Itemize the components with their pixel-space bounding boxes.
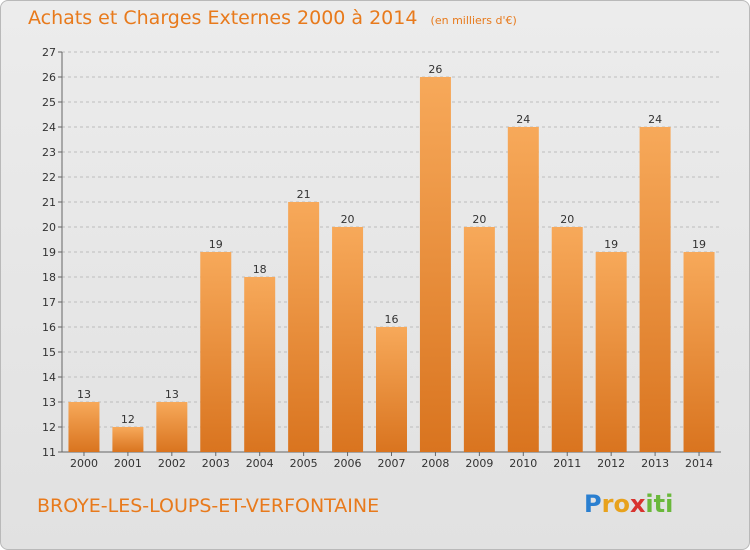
- x-tick-label: 2003: [202, 457, 230, 470]
- x-tick-label: 2001: [114, 457, 142, 470]
- x-tick-label: 2007: [378, 457, 406, 470]
- y-tick-label: 14: [42, 371, 56, 384]
- data-label: 21: [297, 188, 311, 201]
- x-tick-label: 2004: [246, 457, 274, 470]
- y-tick-label: 21: [42, 196, 56, 209]
- x-tick-label: 2000: [70, 457, 98, 470]
- bar-2009: [463, 227, 495, 452]
- bar-2006: [332, 227, 364, 452]
- commune-name: BROYE-LES-LOUPS-ET-VERFONTAINE: [37, 495, 380, 517]
- x-tick-label: 2014: [685, 457, 713, 470]
- x-tick-label: 2013: [641, 457, 669, 470]
- data-label: 24: [648, 113, 662, 126]
- data-label: 26: [428, 63, 442, 76]
- x-tick-label: 2009: [465, 457, 493, 470]
- y-tick-label: 11: [42, 446, 56, 459]
- x-tick-label: 2006: [334, 457, 362, 470]
- y-tick-label: 19: [42, 246, 56, 259]
- y-tick-label: 25: [42, 96, 56, 109]
- y-tick-label: 26: [42, 71, 56, 84]
- bar-2010: [507, 127, 539, 452]
- x-tick-label: 2010: [509, 457, 537, 470]
- y-tick-label: 12: [42, 421, 56, 434]
- x-tick-label: 2002: [158, 457, 186, 470]
- bar-2014: [683, 252, 715, 452]
- bar-2013: [639, 127, 671, 452]
- bar-2001: [112, 427, 144, 452]
- data-label: 20: [341, 213, 355, 226]
- y-tick-label: 18: [42, 271, 56, 284]
- y-tick-label: 23: [42, 146, 56, 159]
- data-label: 18: [253, 263, 267, 276]
- bar-layer: [68, 77, 715, 452]
- bar-2012: [595, 252, 627, 452]
- chart-title-block: Achats et Charges Externes 2000 à 2014 (…: [28, 7, 517, 29]
- y-tick-label: 13: [42, 396, 56, 409]
- data-label: 13: [77, 388, 91, 401]
- y-tick-label: 17: [42, 296, 56, 309]
- bar-2004: [244, 277, 276, 452]
- y-tick-label: 16: [42, 321, 56, 334]
- data-label: 12: [121, 413, 135, 426]
- data-label: 19: [692, 238, 706, 251]
- bar-2003: [200, 252, 232, 452]
- chart-title: Achats et Charges Externes 2000 à 2014: [28, 7, 418, 29]
- y-tick-label: 20: [42, 221, 56, 234]
- y-tick-label: 24: [42, 121, 56, 134]
- bar-2002: [156, 402, 188, 452]
- bar-2005: [288, 202, 320, 452]
- data-label: 13: [165, 388, 179, 401]
- bar-2000: [68, 402, 100, 452]
- label-layer: 13 12 13 19 18 21 20 16 26 20 24 20 19 24 19: [77, 63, 706, 426]
- y-tick-label: 15: [42, 346, 56, 359]
- bar-2008: [419, 77, 451, 452]
- data-label: 20: [560, 213, 574, 226]
- bar-2007: [376, 327, 407, 452]
- x-tick-label: 2005: [290, 457, 318, 470]
- x-tick-label: 2012: [597, 457, 625, 470]
- data-label: 20: [472, 213, 486, 226]
- data-label: 24: [516, 113, 530, 126]
- chart-unit: (en milliers d'€): [430, 14, 517, 27]
- data-label: 16: [385, 313, 399, 326]
- y-tick-label: 27: [42, 46, 56, 59]
- proxiti-logo[interactable]: Proxiti: [584, 490, 674, 518]
- bar-2011: [551, 227, 583, 452]
- data-label: 19: [604, 238, 618, 251]
- y-tick-label: 22: [42, 171, 56, 184]
- x-tick-label: 2011: [553, 457, 581, 470]
- data-label: 19: [209, 238, 223, 251]
- x-tick-label: 2008: [421, 457, 449, 470]
